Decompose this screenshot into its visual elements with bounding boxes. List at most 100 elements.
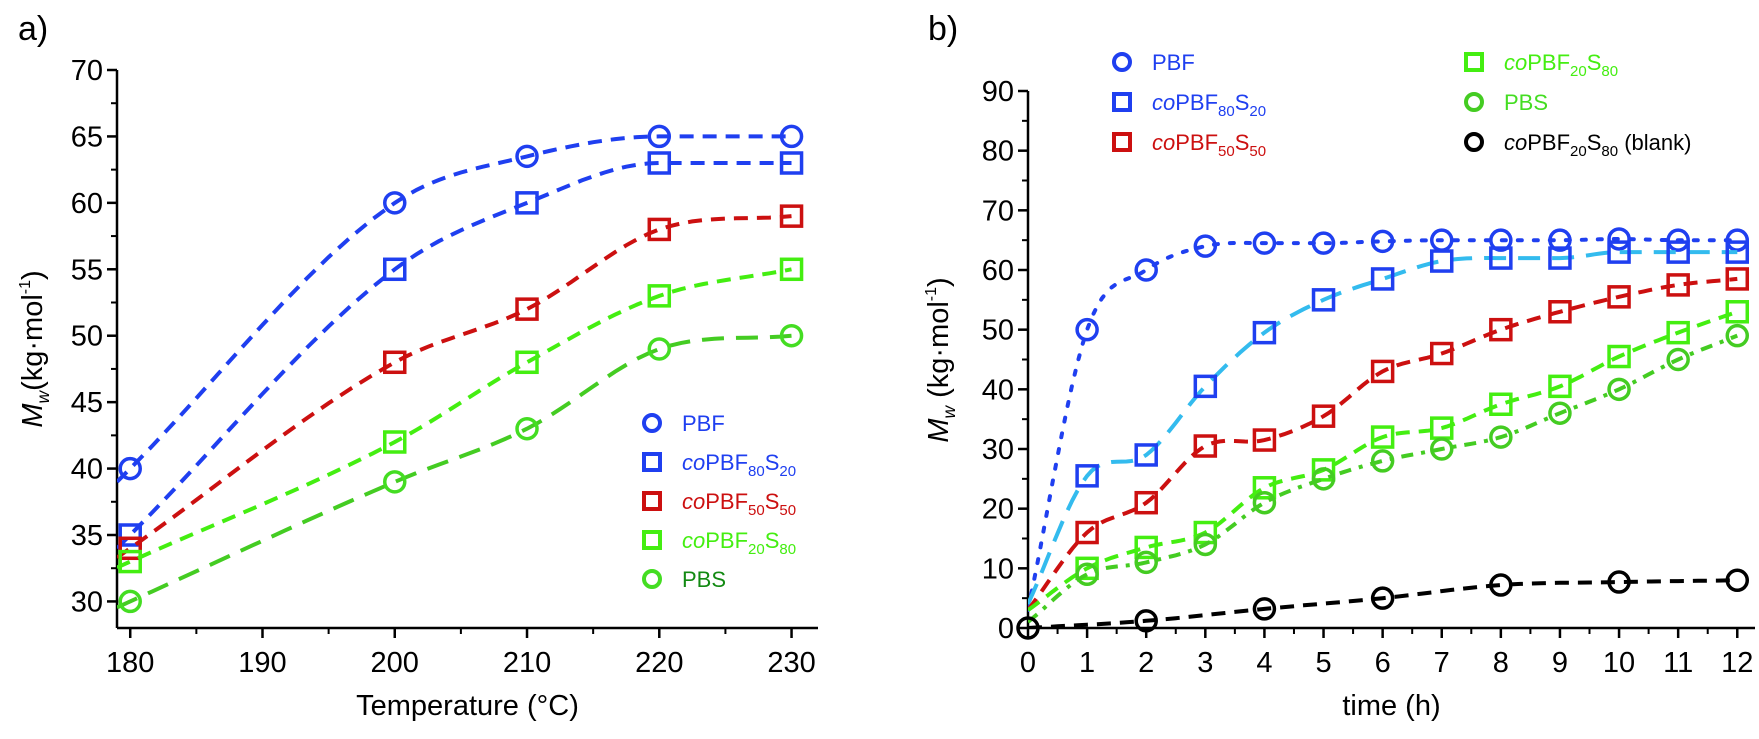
data-point-circle (1666, 347, 1690, 372)
y-tick-label: 20 (982, 494, 1014, 526)
data-point-circle (779, 124, 804, 149)
legend-label-prefix: co (682, 489, 705, 514)
x-tick-label: 5 (1315, 647, 1331, 679)
data-point-circle (1075, 317, 1099, 342)
data-point-circle (1370, 229, 1395, 254)
legend-marker-circle (1464, 132, 1484, 152)
legend-label-subscript: 50 (1249, 143, 1266, 160)
data-point-circle (1489, 425, 1513, 449)
x-tick-label: 11 (1663, 647, 1693, 679)
legend-label: coPBF20S80 (1504, 50, 1618, 80)
x-tick-label: 230 (767, 647, 815, 679)
legend-label-main: PBF (1175, 90, 1218, 115)
y-tick-label: 30 (71, 586, 103, 618)
x-tick-label: 210 (503, 647, 551, 679)
series-copbf20s80 (1028, 300, 1750, 612)
x-tick-label: 220 (635, 647, 683, 679)
fit-line (1028, 333, 1739, 624)
legend-label-main: PBF (1527, 130, 1570, 155)
legend-label-subscript: 50 (1218, 143, 1235, 160)
legend-item: coPBF80S20 (642, 450, 796, 480)
data-point-square (1370, 359, 1395, 384)
data-point-circle (1607, 227, 1631, 251)
legend-marker-square (642, 491, 662, 511)
series-copbf20s80-blank- (1016, 568, 1750, 640)
data-point-square (1134, 443, 1158, 467)
y-axis-title-superscript: -1 (923, 287, 940, 301)
legend-label-subscript: 80 (1601, 63, 1618, 80)
legend-label: coPBF50S50 (682, 489, 796, 519)
legend-label-prefix: co (682, 528, 705, 553)
data-point-square (1607, 285, 1631, 309)
legend-item: coPBF80S20 (1112, 90, 1266, 120)
panel-label: a) (18, 10, 48, 48)
legend-label-mid: S (765, 450, 780, 475)
y-tick-label: 65 (71, 121, 103, 153)
x-tick-label: 190 (238, 647, 286, 679)
series-pbs (1028, 323, 1750, 624)
data-point-square (1311, 404, 1336, 428)
data-point-circle (1489, 573, 1513, 597)
legend-label-mid: S (1587, 130, 1602, 155)
data-point-circle (1489, 228, 1513, 252)
x-tick-label: 6 (1375, 647, 1391, 679)
data-point-square (1607, 344, 1631, 369)
data-point-square (1607, 240, 1631, 264)
legend-label-subscript: 80 (1218, 103, 1235, 120)
x-tick-label: 1 (1079, 647, 1095, 679)
x-axis-title: Temperature (°C) (356, 690, 579, 722)
legend-marker-circle (1464, 92, 1484, 112)
data-point-square (1725, 267, 1750, 291)
data-point-circle (1370, 586, 1395, 610)
data-point-circle (1370, 449, 1395, 473)
legend-label-main: PBS (1504, 90, 1548, 115)
legend-label-mid: S (765, 528, 780, 553)
data-point-square (118, 536, 142, 561)
legend-label-main: PBF (705, 489, 748, 514)
fit-line (117, 161, 792, 550)
legend-label-subscript: 80 (1601, 143, 1618, 160)
data-point-square (383, 350, 407, 375)
series-pbs (117, 323, 804, 614)
y-axis-title-superscript: -1 (17, 280, 34, 294)
legend-label-mid: S (1587, 50, 1602, 75)
data-point-circle (1252, 490, 1277, 515)
data-point-square (1252, 428, 1277, 452)
data-point-square (1193, 434, 1218, 458)
legend-label-main: PBS (682, 567, 726, 592)
data-point-circle (1016, 616, 1040, 640)
y-axis-title: Mw (kg·mol-1) (923, 277, 959, 442)
data-point-square (515, 191, 539, 215)
data-point-square (647, 284, 672, 308)
legend-label-prefix: co (1504, 130, 1527, 155)
data-point-square (1429, 341, 1454, 366)
data-point-square (1548, 300, 1572, 324)
y-tick-label: 70 (71, 55, 103, 87)
data-point-circle (383, 191, 407, 215)
legend-label-prefix: co (1152, 90, 1175, 115)
legend-label-prefix: co (1152, 130, 1175, 155)
data-point-square (1134, 490, 1158, 515)
data-point-square (118, 523, 142, 547)
legend-item: coPBF50S50 (1112, 130, 1266, 160)
data-point-circle (1252, 231, 1277, 255)
fit-line (1028, 578, 1738, 628)
data-point-circle (1193, 532, 1218, 557)
legend-label-subscript: 20 (1249, 103, 1266, 120)
legend-label-subscript: 80 (779, 541, 796, 558)
data-point-square (515, 297, 539, 321)
legend-marker-square (1112, 132, 1132, 152)
data-point-circle (1134, 258, 1158, 282)
legend-label-subscript: 50 (748, 502, 765, 519)
y-tick-label: 40 (71, 454, 103, 486)
data-point-square (1370, 425, 1395, 449)
legend-label-mid: S (1235, 130, 1250, 155)
x-tick-label: 3 (1197, 647, 1213, 679)
data-point-circle (1607, 377, 1631, 402)
data-point-circle (1548, 228, 1572, 252)
x-tick-label: 8 (1493, 647, 1509, 679)
data-point-circle (1725, 323, 1750, 348)
data-point-square (1193, 374, 1218, 399)
y-axis-title-subscript: w (939, 404, 959, 418)
fit-line (1028, 309, 1738, 612)
